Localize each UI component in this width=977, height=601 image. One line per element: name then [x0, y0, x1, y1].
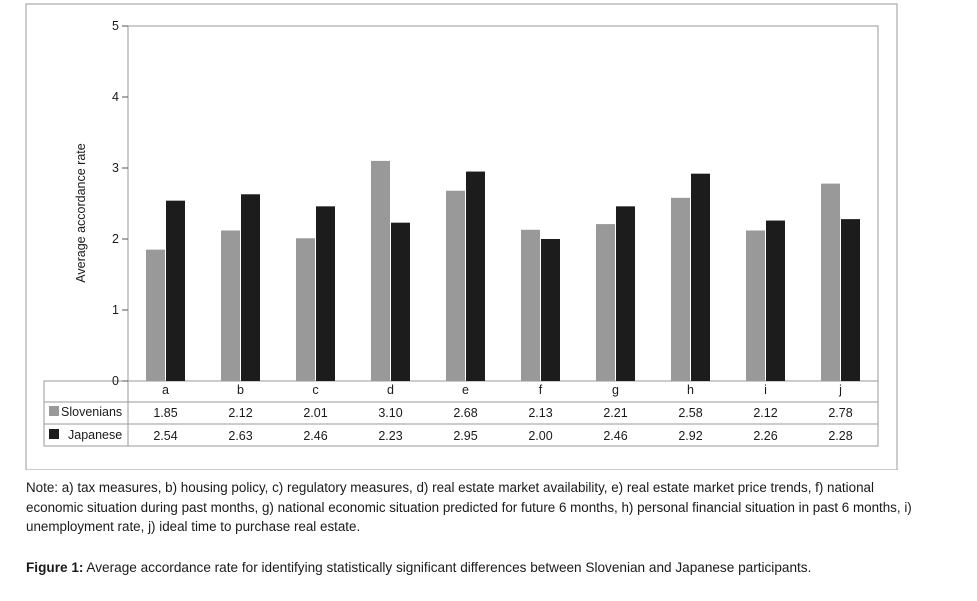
table-value-slovenians-a: 1.85 — [153, 406, 177, 420]
bar-japanese-b — [241, 194, 260, 381]
y-tick-label: 4 — [112, 90, 119, 104]
y-tick-label: 3 — [112, 161, 119, 175]
category-label-b: b — [237, 383, 244, 397]
table-value-japanese-j: 2.28 — [828, 429, 852, 443]
bar-japanese-j — [841, 219, 860, 381]
y-tick-label: 2 — [112, 232, 119, 246]
bar-japanese-i — [766, 220, 785, 381]
category-label-h: h — [687, 383, 694, 397]
y-tick-label: 1 — [112, 303, 119, 317]
category-label-c: c — [312, 383, 318, 397]
bar-japanese-e — [466, 171, 485, 381]
figure-note: Note: a) tax measures, b) housing policy… — [26, 480, 912, 534]
bar-slovenians-b — [221, 230, 240, 381]
table-value-japanese-a: 2.54 — [153, 429, 177, 443]
legend-swatch-japanese — [49, 429, 59, 439]
category-label-j: j — [838, 383, 842, 397]
table-value-japanese-d: 2.23 — [378, 429, 402, 443]
table-value-japanese-e: 2.95 — [453, 429, 477, 443]
legend-swatch-slovenians — [49, 406, 59, 416]
table-value-slovenians-f: 2.13 — [528, 406, 552, 420]
bar-japanese-a — [166, 200, 185, 381]
bar-japanese-f — [541, 239, 560, 381]
y-axis-label: Average accordance rate — [74, 143, 88, 282]
category-label-a: a — [162, 383, 169, 397]
bar-slovenians-h — [671, 197, 690, 381]
table-value-japanese-b: 2.63 — [228, 429, 252, 443]
bar-slovenians-f — [521, 229, 540, 381]
figure-frame — [25, 3, 898, 470]
table-value-slovenians-h: 2.58 — [678, 406, 702, 420]
category-label-g: g — [612, 383, 619, 397]
figure-caption: Figure 1: Average accordance rate for id… — [26, 558, 926, 578]
bar-slovenians-g — [596, 224, 615, 381]
caption-text: Average accordance rate for identifying … — [83, 560, 812, 575]
bar-japanese-d — [391, 222, 410, 381]
bar-slovenians-j — [821, 183, 840, 381]
bar-slovenians-e — [446, 190, 465, 381]
category-label-e: e — [462, 383, 469, 397]
table-value-japanese-c: 2.46 — [303, 429, 327, 443]
caption-label: Figure 1: — [26, 560, 84, 575]
y-tick-label: 0 — [112, 374, 119, 388]
category-label-f: f — [539, 383, 543, 397]
legend-label-slovenians: Slovenians — [61, 405, 122, 419]
table-value-japanese-g: 2.46 — [603, 429, 627, 443]
table-value-slovenians-e: 2.68 — [453, 406, 477, 420]
table-value-slovenians-j: 2.78 — [828, 406, 852, 420]
bar-slovenians-c — [296, 238, 315, 381]
table-value-japanese-i: 2.26 — [753, 429, 777, 443]
bar-japanese-g — [616, 206, 635, 381]
legend-label-japanese: Japanese — [68, 428, 122, 442]
bar-chart: Average accordance rate 0 1 2 3 4 5 a b c d e f g h i… — [25, 3, 898, 470]
bar-japanese-h — [691, 173, 710, 381]
table-value-slovenians-b: 2.12 — [228, 406, 252, 420]
table-value-slovenians-g: 2.21 — [603, 406, 627, 420]
table-value-japanese-h: 2.92 — [678, 429, 702, 443]
category-label-i: i — [764, 383, 767, 397]
plot-area — [127, 25, 879, 382]
category-label-d: d — [387, 383, 394, 397]
bar-japanese-c — [316, 206, 335, 381]
bar-slovenians-d — [371, 160, 390, 381]
bar-slovenians-a — [146, 249, 165, 381]
table-value-slovenians-c: 2.01 — [303, 406, 327, 420]
table-value-japanese-f: 2.00 — [528, 429, 552, 443]
bar-slovenians-i — [746, 230, 765, 381]
table-value-slovenians-d: 3.10 — [378, 406, 402, 420]
y-tick-label: 5 — [112, 19, 119, 33]
table-value-slovenians-i: 2.12 — [753, 406, 777, 420]
